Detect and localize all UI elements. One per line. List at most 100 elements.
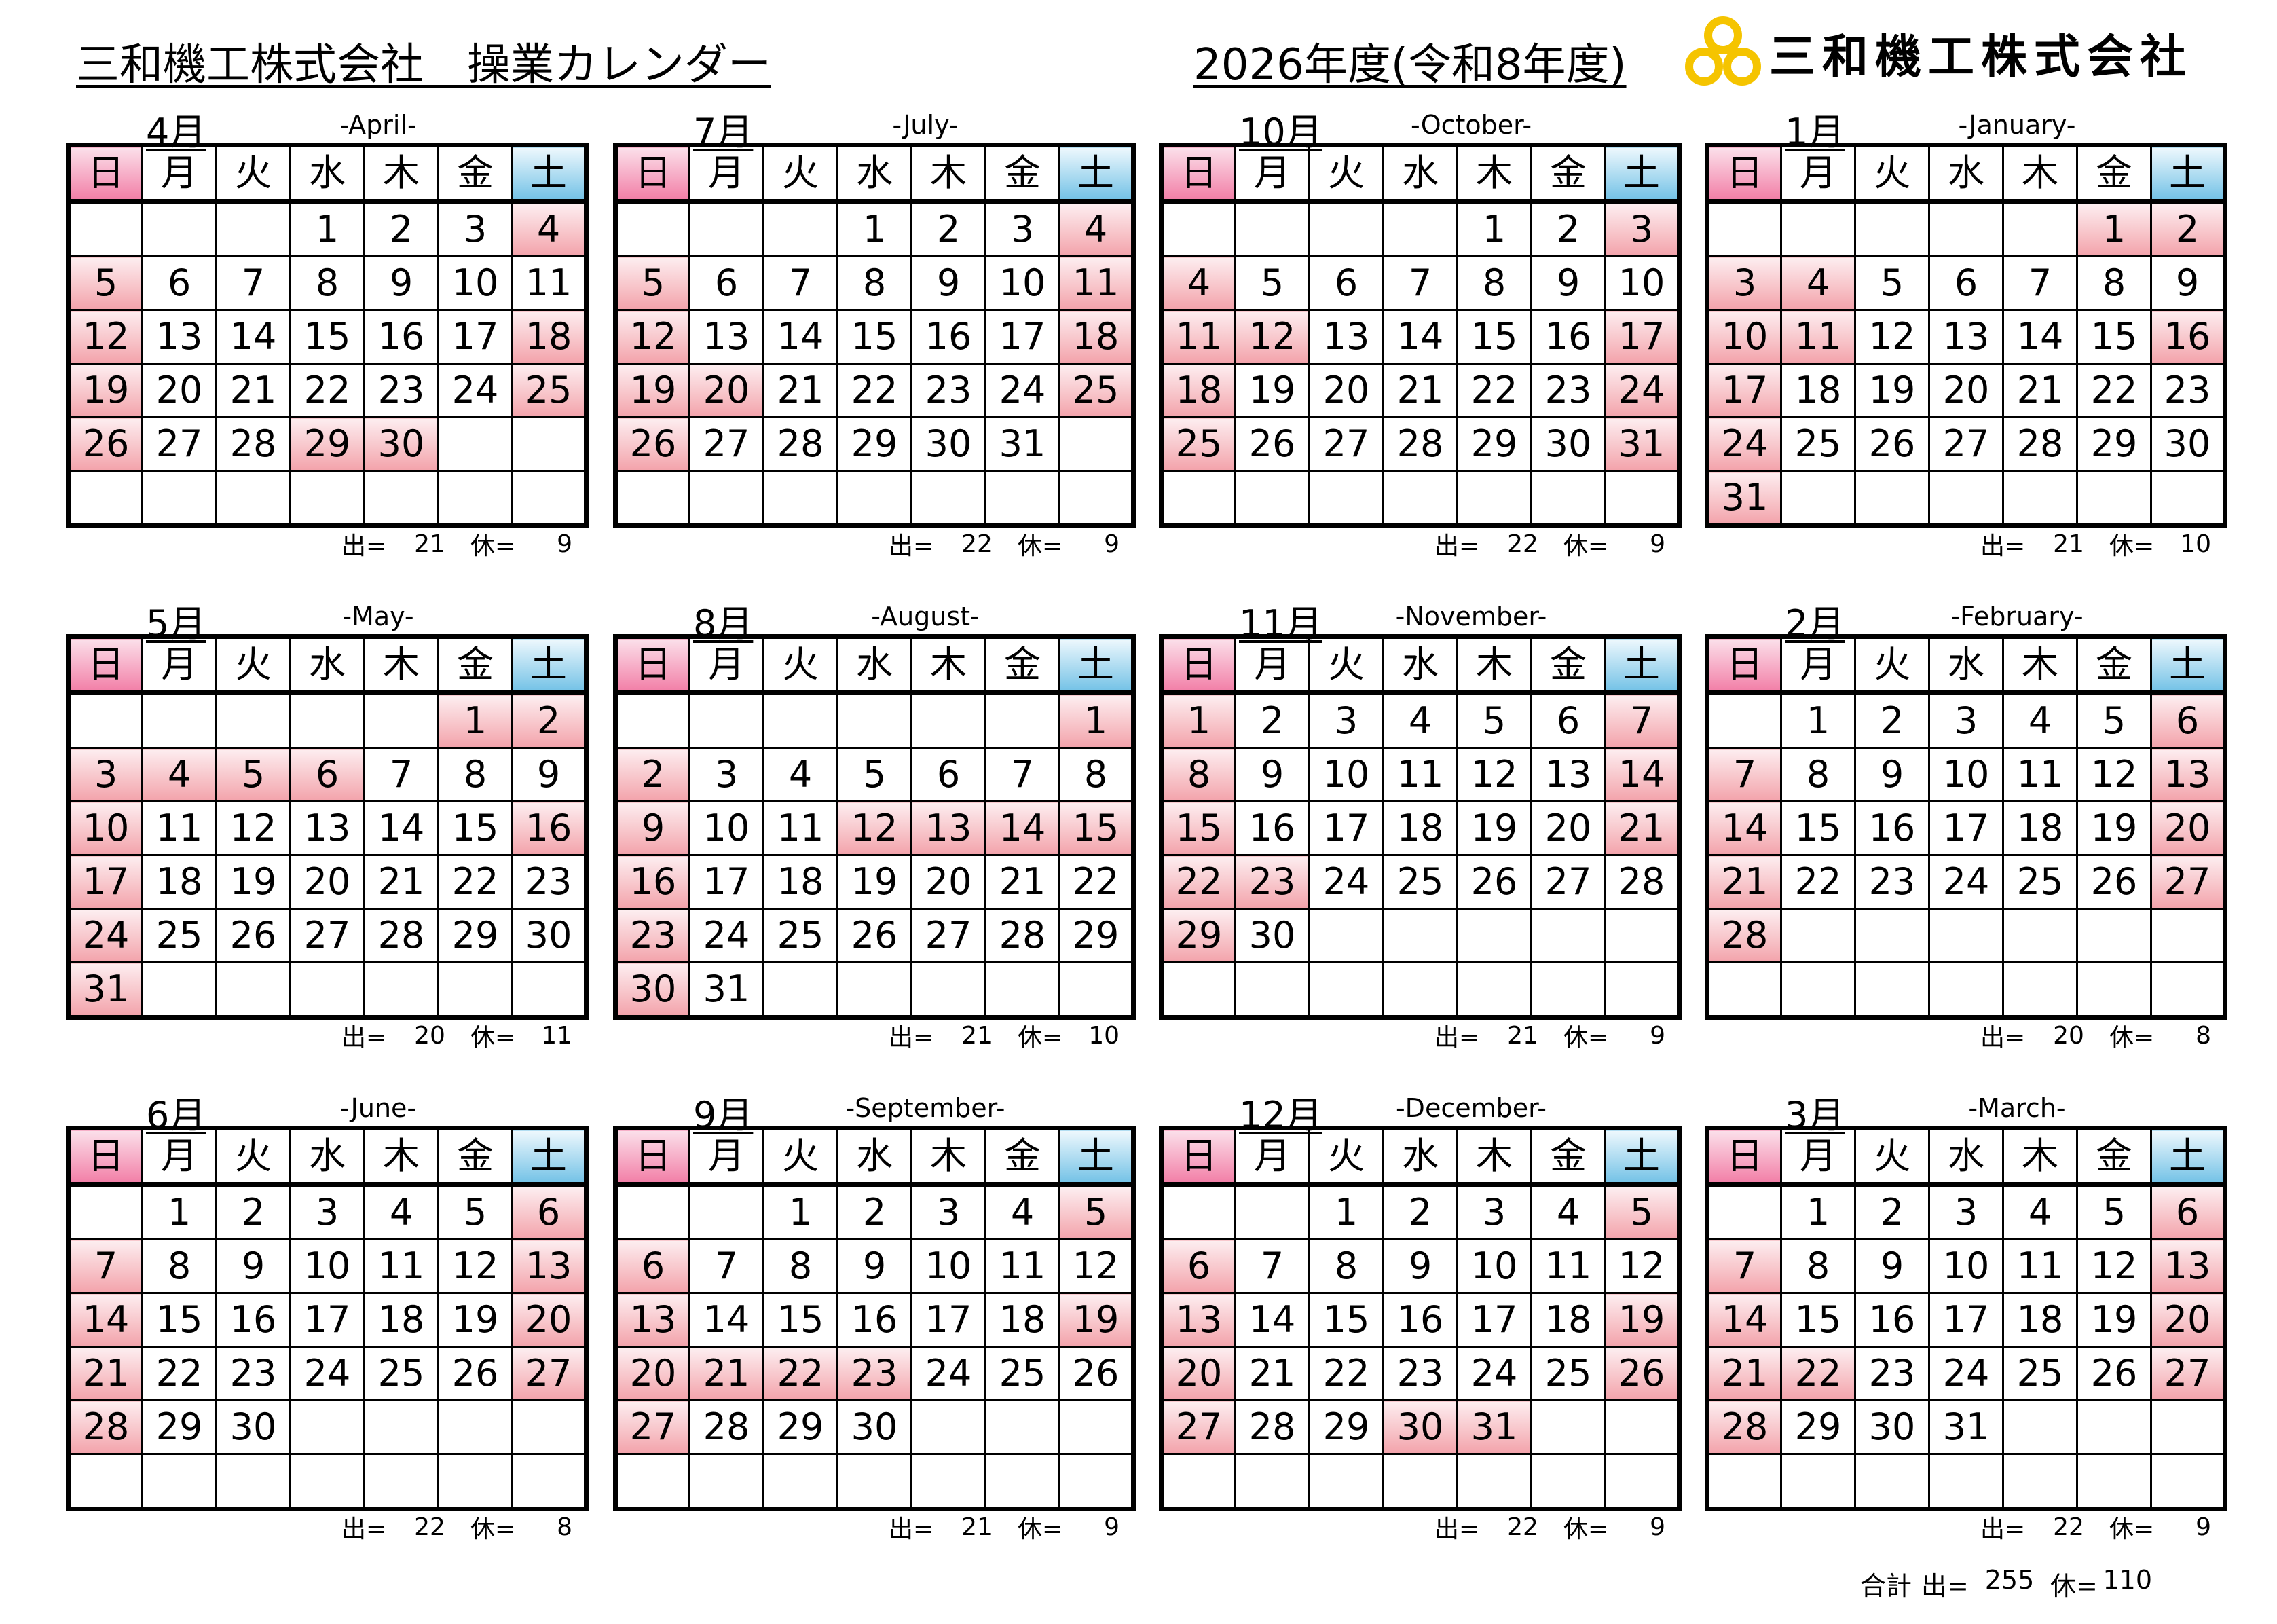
month-english: -February- <box>1950 602 2084 631</box>
day-cell: 27 <box>1530 854 1606 910</box>
week-row: 10 11 12 13 14 15 16 <box>67 800 587 856</box>
day-cell: 10 <box>1928 1238 2004 1294</box>
holiday-cell: 1 <box>1160 692 1236 749</box>
holiday-cell: 16 <box>511 800 587 856</box>
empty-cell <box>2150 1453 2226 1510</box>
day-cell: 16 <box>215 1292 291 1348</box>
work-label: 出= <box>1980 532 2026 560</box>
day-cell: 21 <box>984 854 1060 910</box>
day-cell: 19 <box>215 854 291 910</box>
weekday-header: 火 <box>762 1127 838 1187</box>
month-table: 日月火水木金土 1 2 3 4 5 6 7 8 9 10 11 12 13 14 15 16 17 18 19 20 21… <box>1705 634 2227 1020</box>
month-english: -November- <box>1395 602 1547 631</box>
empty-cell <box>2002 908 2078 963</box>
day-cell: 26 <box>437 1346 513 1401</box>
day-cell: 9 <box>2150 255 2226 311</box>
empty-cell <box>614 470 690 527</box>
rest-label: 休= <box>1563 532 1609 560</box>
holiday-cell: 4 <box>511 200 587 257</box>
weekday-header: 月 <box>1780 1127 1856 1187</box>
holiday-cell: 14 <box>67 1292 143 1348</box>
day-cell: 8 <box>836 255 912 311</box>
empty-cell <box>1058 416 1134 472</box>
holiday-cell: 28 <box>1706 908 1782 963</box>
day-cell: 11 <box>1382 747 1458 802</box>
empty-cell <box>67 1453 143 1510</box>
empty-cell <box>836 961 912 1018</box>
holiday-cell: 21 <box>1706 1346 1782 1401</box>
total-work-label: 出= <box>1921 1571 1969 1601</box>
day-cell: 15 <box>141 1292 217 1348</box>
empty-cell <box>215 961 291 1018</box>
weekday-header: 土 <box>2150 144 2226 204</box>
weekday-header: 土 <box>511 1127 587 1187</box>
empty-cell <box>1706 1183 1782 1240</box>
work-label: 出= <box>1434 1515 1480 1543</box>
holiday-cell: 24 <box>67 908 143 963</box>
day-cell: 10 <box>910 1238 986 1294</box>
week-row: 26 27 28 29 30 31 <box>614 416 1134 472</box>
empty-cell <box>1160 1183 1236 1240</box>
day-cell: 22 <box>289 363 365 418</box>
empty-cell <box>1854 961 1930 1018</box>
week-row: 19 20 21 22 23 24 25 <box>67 363 587 418</box>
total-work-value: 255 <box>1984 1565 2035 1595</box>
day-cell: 29 <box>1308 1399 1384 1455</box>
holiday-cell: 12 <box>67 309 143 365</box>
holiday-cell: 17 <box>1604 309 1680 365</box>
weekday-header: 火 <box>762 144 838 204</box>
week-row <box>1160 1453 1680 1510</box>
empty-cell <box>910 692 986 749</box>
empty-cell <box>1382 200 1458 257</box>
day-cell: 4 <box>984 1183 1060 1240</box>
day-cell: 1 <box>1780 1183 1856 1240</box>
day-cell: 8 <box>437 747 513 802</box>
weekday-header: 月 <box>688 635 764 695</box>
holiday-cell: 10 <box>67 800 143 856</box>
rest-label: 休= <box>1563 1515 1609 1543</box>
work-days: 21 <box>2053 530 2084 558</box>
month-summary: 出= 22 休= 9 <box>1705 1511 2227 1544</box>
holiday-cell: 27 <box>2150 854 2226 910</box>
day-cell: 6 <box>141 255 217 311</box>
day-cell: 8 <box>1780 1238 1856 1294</box>
month-table: 日月火水木金土 1 2 3 4 5 6 7 8 9 10 11 12 13 14 15 16 17 18 19 20 21… <box>1705 143 2227 528</box>
empty-cell <box>1604 1453 1680 1510</box>
work-days: 21 <box>1507 1021 1538 1050</box>
weekday-header: 日 <box>1160 144 1236 204</box>
holiday-cell: 3 <box>1706 255 1782 311</box>
day-cell: 3 <box>289 1183 365 1240</box>
day-cell: 19 <box>437 1292 513 1348</box>
day-cell: 9 <box>1854 747 1930 802</box>
empty-cell <box>614 692 690 749</box>
holiday-cell: 23 <box>614 908 690 963</box>
day-cell: 30 <box>215 1399 291 1455</box>
empty-cell <box>1308 200 1384 257</box>
day-cell: 15 <box>2076 309 2152 365</box>
day-cell: 12 <box>2076 747 2152 802</box>
month-english: -September- <box>845 1093 1005 1123</box>
holiday-cell: 4 <box>1058 200 1134 257</box>
holiday-cell: 2 <box>2150 200 2226 257</box>
holiday-cell: 5 <box>1058 1183 1134 1240</box>
empty-cell <box>1604 1399 1680 1455</box>
empty-cell <box>1530 961 1606 1018</box>
holiday-cell: 12 <box>836 800 912 856</box>
day-cell: 7 <box>363 747 439 802</box>
empty-cell <box>1456 908 1532 963</box>
empty-cell <box>1456 470 1532 527</box>
week-row: 28 29 30 <box>67 1399 587 1455</box>
month-table: 日月火水木金土 1 2 3 4 5 6 7 8 9 10 11 12 13 14 15 16 17 18 19 20 21… <box>613 634 1136 1020</box>
holiday-cell: 5 <box>1604 1183 1680 1240</box>
week-row: 21 22 23 24 25 26 27 <box>1706 1346 2226 1401</box>
weekday-header: 火 <box>1854 144 1930 204</box>
day-cell: 12 <box>1854 309 1930 365</box>
empty-cell <box>437 1399 513 1455</box>
weekday-header: 月 <box>1234 635 1310 695</box>
total-label: 合計 <box>1860 1571 1912 1601</box>
rest-label: 休= <box>470 1515 516 1543</box>
month-table: 日月火水木金土 1 2 3 4 5 6 7 8 9 10 11 12 13 14 15 16 17 18 19 20 21… <box>1159 1126 1682 1511</box>
empty-cell <box>836 470 912 527</box>
